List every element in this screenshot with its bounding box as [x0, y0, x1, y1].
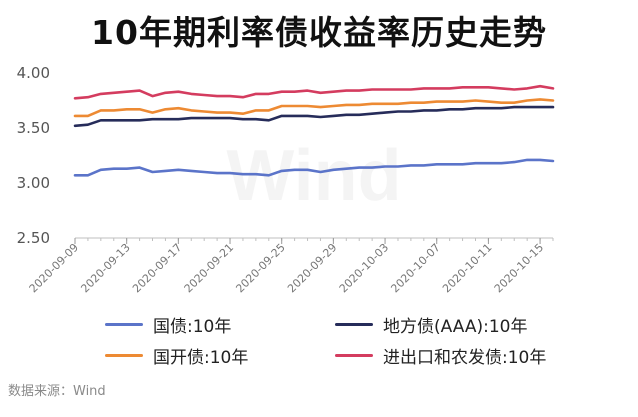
legend-swatch-series-1 — [335, 323, 373, 326]
x-tick-label: 2020-10-15 — [492, 241, 546, 295]
legend-item-series-3: 进出口和农发债:10年 — [335, 343, 546, 368]
legend-item-series-1: 地方债(AAA):10年 — [335, 312, 527, 337]
series-line-2 — [73, 98, 555, 118]
x-tick-label: 2020-09-17 — [130, 241, 184, 295]
series-line-1 — [73, 105, 555, 128]
y-tick-label: 4.00 — [17, 64, 50, 82]
chart-title: 10年期利率债收益率历史走势 — [91, 13, 547, 52]
x-tick-label: 2020-09-25 — [233, 241, 287, 295]
x-tick-label: 2020-09-09 — [27, 241, 81, 295]
legend-label-series-0: 国债:10年 — [153, 317, 232, 337]
x-tick-label: 2020-09-21 — [182, 241, 236, 295]
legend-item-series-0: 国债:10年 — [105, 312, 231, 337]
watermark-text: Wind — [226, 136, 401, 216]
y-tick-label: 3.50 — [17, 119, 50, 137]
legend-label-series-2: 国开债:10年 — [153, 348, 249, 368]
legend-swatch-series-0 — [105, 323, 143, 326]
y-tick-label: 3.00 — [17, 174, 50, 192]
legend-label-series-1: 地方债(AAA):10年 — [383, 317, 528, 337]
x-tick-label: 2020-10-03 — [337, 241, 391, 295]
legend-item-series-2: 国开债:10年 — [105, 343, 248, 368]
legend-swatch-series-2 — [105, 354, 143, 357]
x-tick-label: 2020-10-07 — [388, 241, 442, 295]
series-line-3 — [73, 84, 555, 100]
series-line-0 — [73, 158, 555, 177]
legend-swatch-series-3 — [335, 354, 373, 357]
data-source-note: 数据来源：Wind — [8, 384, 106, 399]
x-tick-label: 2020-09-13 — [78, 241, 132, 295]
x-tick-label: 2020-09-29 — [285, 241, 339, 295]
y-tick-label: 2.50 — [17, 229, 50, 247]
x-tick-label: 2020-10-11 — [440, 241, 494, 295]
legend-label-series-3: 进出口和农发债:10年 — [383, 348, 547, 368]
